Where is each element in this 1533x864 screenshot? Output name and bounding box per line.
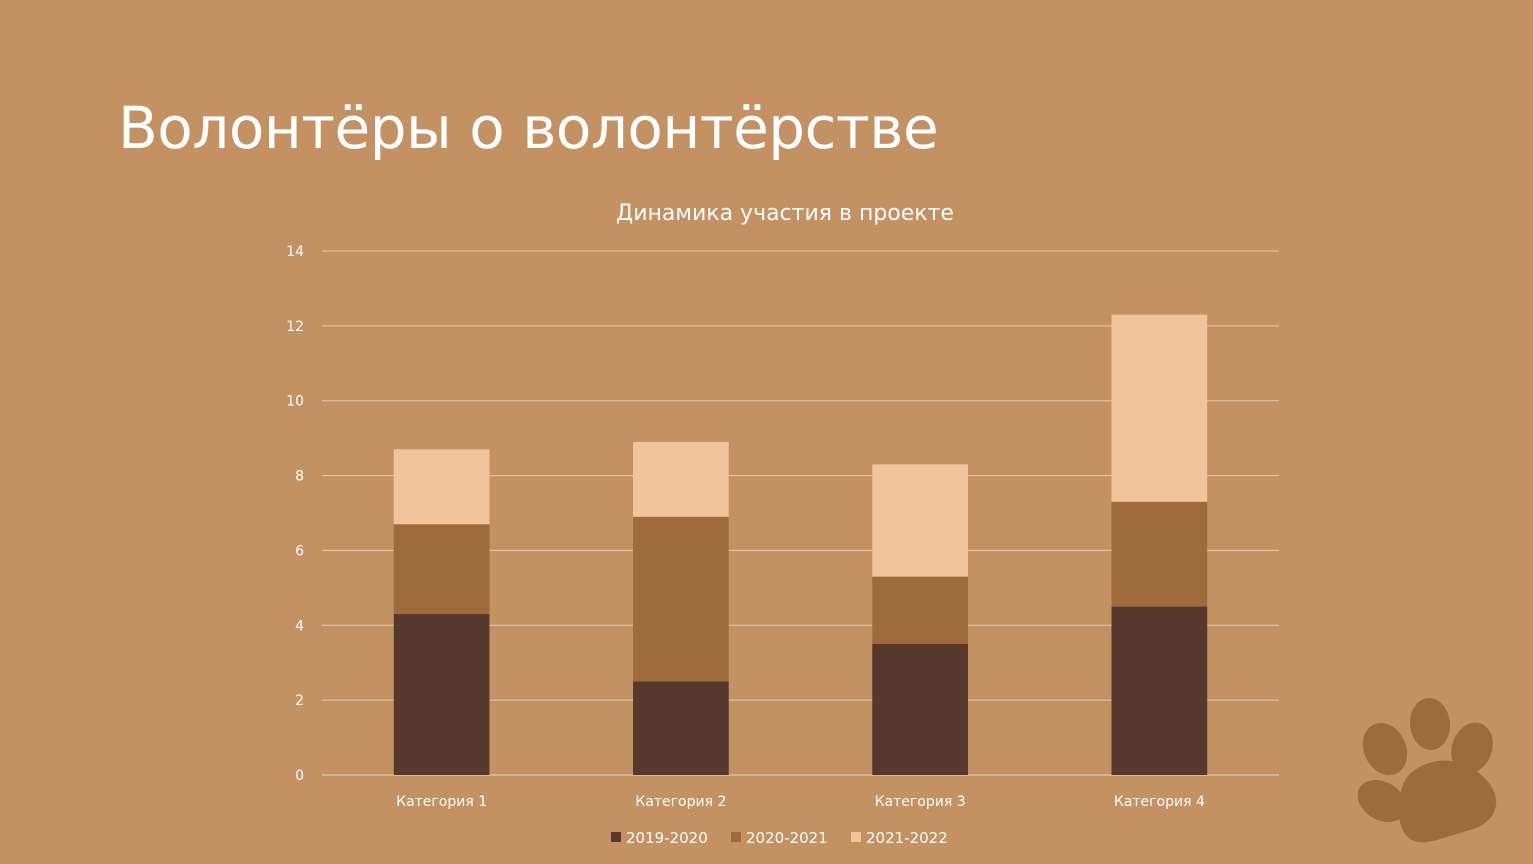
legend: 2019-2020 2020-2021 2021-2022 [611,829,948,847]
paw-toe-1 [1362,722,1408,776]
paw-toe-2 [1409,698,1451,750]
bars [393,314,1208,775]
bar-segment [872,576,968,644]
bar-segment [1111,606,1208,775]
x-tick-label: Категория 2 [635,794,726,810]
y-tick-label: 0 [295,768,304,784]
bar-segment [1111,314,1208,502]
y-tick-label: 8 [295,469,304,485]
y-axis-ticks: 0 2 4 6 8 10 12 14 [286,244,304,784]
bar-segment [393,524,490,615]
legend-swatch [851,832,861,842]
y-tick-label: 14 [286,244,304,260]
y-tick-label: 12 [286,319,304,335]
bar-segment [872,644,968,775]
y-tick-label: 10 [286,394,304,410]
bar-segment [633,441,729,517]
chart-title: Динамика участия в проекте [616,201,954,226]
x-axis-ticks: Категория 1 Категория 2 Категория 3 Категор… [396,794,1205,810]
bar-segment [393,614,490,775]
paw-print-icon [1357,698,1497,843]
y-tick-label: 2 [295,693,304,709]
paw-pad [1398,760,1497,843]
y-tick-label: 6 [295,543,304,559]
slide-title: Волонтёры о волонтёрстве [118,94,939,162]
bar-segment [393,449,490,525]
legend-label: 2021-2022 [866,829,948,847]
x-tick-label: Категория 4 [1114,794,1205,810]
paw-toe-4 [1357,780,1407,822]
legend-label: 2020-2021 [746,829,828,847]
paw-toe-3 [1451,722,1493,774]
legend-label: 2019-2020 [626,829,708,847]
bar-segment [633,516,729,682]
legend-swatch [731,832,741,842]
x-tick-label: Категория 3 [875,794,966,810]
bar-segment [1111,501,1208,607]
bar-segment [633,681,729,775]
x-tick-label: Категория 1 [396,794,487,810]
y-tick-label: 4 [295,618,304,634]
legend-swatch [611,832,621,842]
bar-segment [872,464,968,577]
